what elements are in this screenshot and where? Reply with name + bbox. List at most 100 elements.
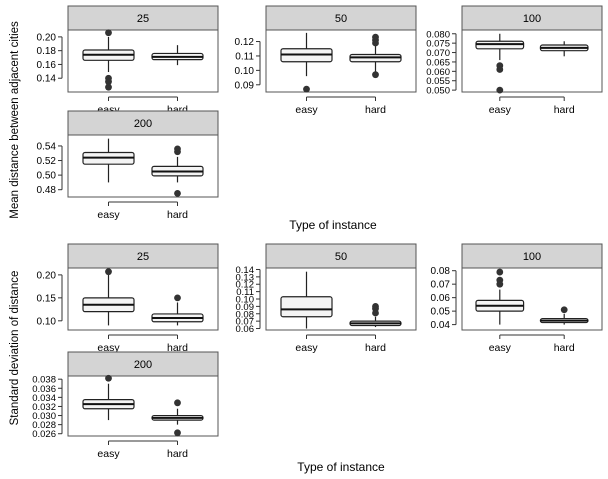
y-tick-label: 0.52 (37, 156, 57, 167)
y-tick-label: 0.10 (37, 316, 57, 327)
facet-panel-200: 200 0.48 0.50 0.52 0.54 easy hard (37, 110, 219, 221)
x-tick-label-easy: easy (97, 342, 120, 354)
x-tick-label-hard: hard (167, 448, 188, 460)
y-tick-label: 0.055 (426, 76, 450, 87)
facet-strip (67, 110, 219, 136)
y-tick-label: 0.030 (32, 411, 56, 422)
box-easy (280, 32, 333, 93)
y-tick-label: 0.09 (235, 80, 255, 91)
y-tick-label: 0.060 (426, 67, 450, 78)
x-tick-label-easy: easy (489, 342, 512, 354)
box-hard (349, 33, 402, 79)
y-tick-label: 0.038 (32, 375, 56, 386)
x-tick-label-easy: easy (295, 104, 318, 116)
outlier-point (496, 280, 504, 288)
facet-strip-label: 100 (523, 13, 541, 25)
box-easy (82, 29, 135, 91)
outlier-point (174, 189, 181, 197)
box-hard (151, 145, 204, 197)
box-hard (151, 294, 204, 326)
y-tick-label: 0.10 (235, 66, 255, 77)
y-tick-label: 0.48 (37, 185, 57, 196)
y-tick-label: 0.08 (236, 309, 255, 320)
y-tick-label: 0.15 (37, 293, 57, 304)
y-tick-label: 0.06 (236, 324, 255, 335)
y-tick-label: 0.54 (37, 141, 57, 152)
outlier-point (105, 29, 112, 37)
y-tick-label: 0.11 (236, 287, 254, 298)
y-tick-label: 0.075 (426, 39, 450, 50)
outlier-point (496, 86, 504, 94)
x-tick-label-hard: hard (167, 342, 188, 354)
y-tick-label: 0.08 (431, 266, 451, 277)
x-tick-label-hard: hard (554, 104, 575, 116)
x-tick-label-easy: easy (97, 448, 120, 460)
facet-strip-label: 200 (134, 118, 152, 130)
outlier-point (174, 148, 181, 156)
facet-strip-label: 25 (137, 251, 149, 263)
y-tick-label: 0.080 (426, 29, 450, 40)
x-tick-label-easy: easy (295, 342, 318, 354)
box-hard (151, 45, 204, 66)
x-tick-label-hard: hard (365, 104, 386, 116)
box-easy (475, 268, 525, 325)
box-hard (151, 399, 204, 437)
box-easy (280, 271, 333, 329)
box-hard (349, 302, 402, 328)
outlier-point (174, 294, 181, 302)
facet-strip-label: 100 (523, 251, 541, 263)
y-tick-label: 0.050 (426, 86, 450, 97)
y-tick-label: 0.034 (32, 393, 56, 404)
y-tick-label: 0.14 (37, 74, 57, 85)
x-tick-label-hard: hard (167, 209, 188, 221)
y-tick-label: 0.20 (37, 270, 57, 281)
facet-strip (67, 5, 219, 31)
box-hard (539, 306, 589, 325)
y-tick-label: 0.12 (235, 37, 255, 48)
y-tick-label: 0.16 (37, 60, 57, 71)
y-tick-label: 0.09 (236, 302, 255, 313)
y-tick-label: 0.070 (426, 48, 450, 59)
outlier-point (174, 429, 181, 437)
outlier-point (560, 306, 568, 314)
facet-strip-label: 50 (335, 13, 347, 25)
outlier-point (372, 39, 379, 47)
y-tick-label: 0.026 (32, 429, 56, 440)
box-easy (475, 33, 525, 94)
bottom-y-axis-label: Standard deviation of distance (9, 271, 21, 426)
y-tick-label: 0.036 (32, 384, 56, 395)
facet-strip (67, 351, 219, 377)
facet-strip-label: 25 (137, 13, 149, 25)
y-tick-label: 0.14 (236, 265, 255, 276)
box-easy (82, 374, 135, 421)
outlier-point (496, 268, 504, 276)
x-tick-label-hard: hard (365, 342, 386, 354)
facet-panel-50: 50 0.060.070.080.090.100.110.120.130.14 ea… (236, 243, 417, 354)
y-tick-label: 0.065 (426, 57, 450, 68)
y-tick-label: 0.11 (235, 51, 254, 62)
y-tick-label: 0.032 (32, 402, 56, 413)
y-tick-label: 0.10 (236, 295, 255, 306)
top-x-axis-label: Type of instance (289, 218, 377, 232)
outlier-point (372, 309, 379, 317)
facet-panel-100: 100 0.04 0.05 0.06 0.07 0.08 easy hard (431, 243, 603, 354)
plot-area-border (461, 29, 603, 93)
facet-strip-label: 200 (134, 359, 152, 371)
outlier-point (496, 66, 504, 73)
outlier-point (105, 268, 112, 276)
y-tick-label: 0.18 (37, 46, 57, 57)
y-tick-label: 0.05 (431, 307, 451, 318)
y-tick-label: 0.028 (32, 420, 56, 431)
x-tick-label-hard: hard (554, 342, 575, 354)
facet-panel-50: 50 0.09 0.10 0.11 0.12 easy hard (235, 5, 417, 116)
box-hard (539, 41, 589, 57)
bottom-x-axis-label: Type of instance (297, 460, 385, 474)
y-tick-label: 0.12 (236, 280, 255, 291)
facet-strip (461, 5, 603, 31)
facet-strip (67, 243, 219, 269)
x-tick-label-easy: easy (489, 104, 512, 116)
y-tick-label: 0.06 (431, 293, 451, 304)
